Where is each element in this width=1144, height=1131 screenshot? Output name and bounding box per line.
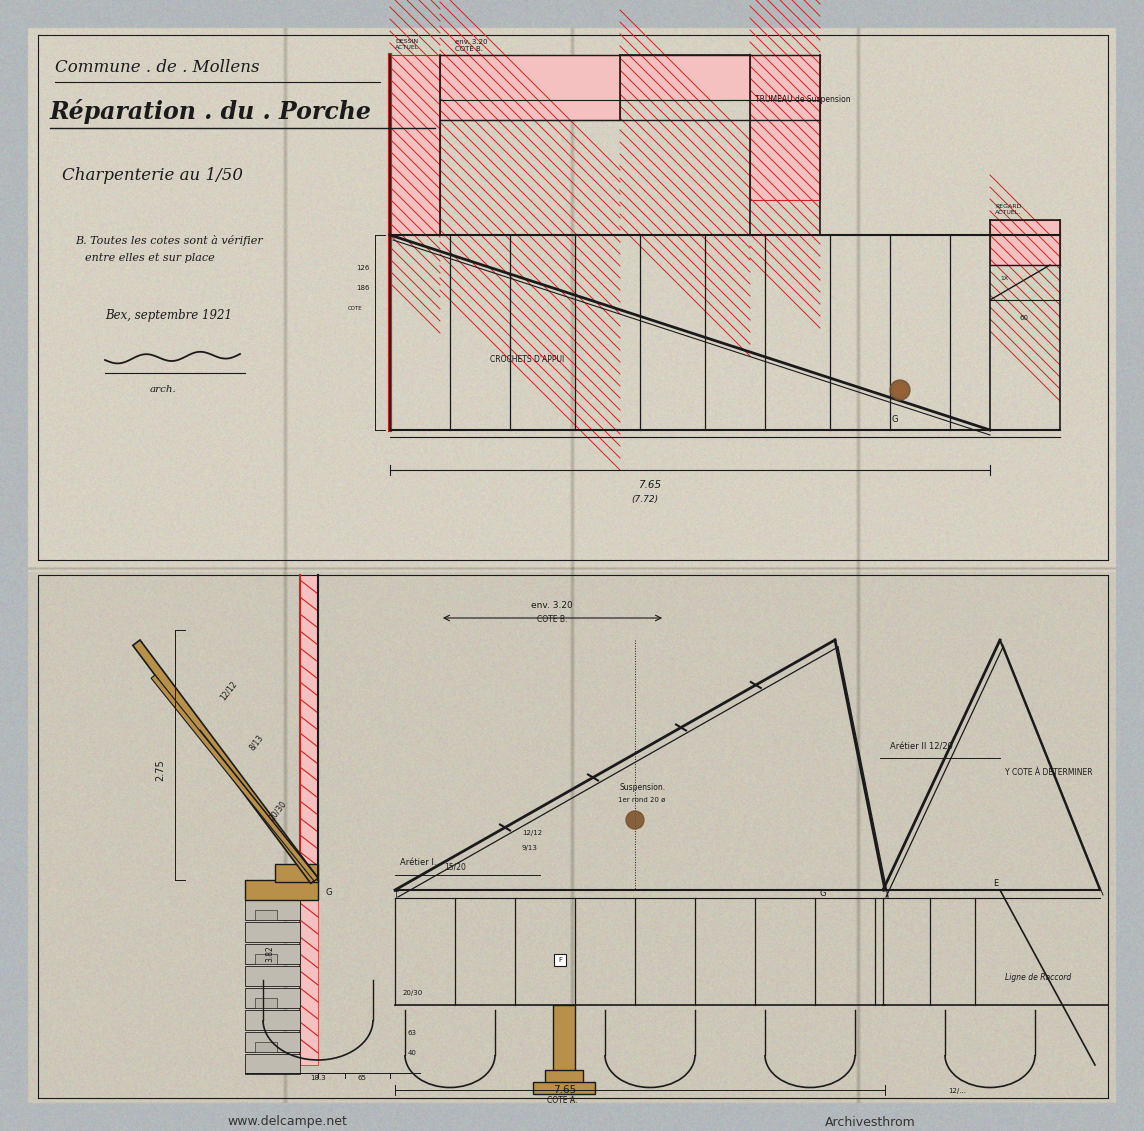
Text: Ligne de Raccord: Ligne de Raccord bbox=[1004, 973, 1071, 982]
Text: 7.65: 7.65 bbox=[554, 1085, 577, 1095]
Bar bbox=[245, 1031, 300, 1052]
Text: 8/13: 8/13 bbox=[248, 733, 265, 752]
Text: (7.72): (7.72) bbox=[631, 495, 659, 504]
Text: env. 3.20: env. 3.20 bbox=[531, 601, 573, 610]
Text: Charpenterie au 1/50: Charpenterie au 1/50 bbox=[62, 166, 243, 183]
Text: COTE A.: COTE A. bbox=[547, 1096, 578, 1105]
Text: 18.3: 18.3 bbox=[310, 1074, 326, 1081]
Text: G: G bbox=[820, 889, 826, 898]
Text: TRUMEAU de Suspension: TRUMEAU de Suspension bbox=[755, 95, 851, 104]
Text: 60: 60 bbox=[1020, 316, 1028, 321]
Text: REGARD
ACTUEL.: REGARD ACTUEL. bbox=[995, 205, 1022, 215]
Text: Y COTE À DÉTERMINER: Y COTE À DÉTERMINER bbox=[1004, 768, 1093, 777]
Text: 7.65: 7.65 bbox=[638, 480, 661, 490]
Text: 3.82: 3.82 bbox=[265, 946, 275, 962]
Text: 12/12: 12/12 bbox=[219, 680, 238, 702]
Text: Archivesthrom: Archivesthrom bbox=[825, 1115, 915, 1129]
Text: G: G bbox=[892, 415, 898, 424]
Text: 65: 65 bbox=[358, 1074, 366, 1081]
Text: 63: 63 bbox=[408, 1030, 418, 1036]
Text: T: T bbox=[394, 890, 398, 899]
Text: 20/30: 20/30 bbox=[268, 800, 288, 822]
Bar bbox=[255, 1042, 277, 1052]
Text: env. 3.20
COTE B.: env. 3.20 COTE B. bbox=[455, 38, 487, 52]
Bar bbox=[620, 55, 750, 100]
Text: entre elles et sur place: entre elles et sur place bbox=[85, 253, 215, 264]
Bar bbox=[255, 910, 277, 920]
Text: Arétier II 12/20: Arétier II 12/20 bbox=[890, 743, 953, 752]
Text: G: G bbox=[325, 888, 332, 897]
Text: Bex, septembre 1921: Bex, septembre 1921 bbox=[105, 309, 232, 321]
Circle shape bbox=[626, 811, 644, 829]
Circle shape bbox=[890, 380, 909, 400]
Circle shape bbox=[893, 385, 906, 396]
Text: CROCHETS D'APPUI: CROCHETS D'APPUI bbox=[490, 355, 564, 364]
Text: www.delcampe.net: www.delcampe.net bbox=[227, 1115, 347, 1129]
Bar bbox=[545, 1070, 583, 1083]
Polygon shape bbox=[133, 640, 318, 883]
Bar bbox=[990, 221, 1060, 265]
Bar bbox=[245, 1054, 300, 1074]
Text: COTE: COTE bbox=[348, 307, 362, 311]
Text: 12/...: 12/... bbox=[948, 1088, 966, 1094]
Text: Réparation . du . Porche: Réparation . du . Porche bbox=[50, 100, 372, 124]
Text: 20/30: 20/30 bbox=[403, 990, 423, 996]
Text: COTE B.: COTE B. bbox=[537, 615, 567, 624]
Text: F: F bbox=[558, 957, 562, 962]
Bar bbox=[255, 955, 277, 964]
Text: 12/12: 12/12 bbox=[522, 830, 542, 836]
Bar bbox=[533, 1082, 595, 1094]
Text: Suspension.: Suspension. bbox=[620, 783, 666, 792]
Bar bbox=[275, 864, 318, 882]
Bar bbox=[245, 922, 300, 942]
Text: 9/13: 9/13 bbox=[522, 845, 538, 851]
Bar bbox=[245, 1010, 300, 1030]
Bar bbox=[255, 998, 277, 1008]
Text: Arétier I.: Arétier I. bbox=[400, 858, 437, 867]
Bar bbox=[554, 955, 566, 966]
Bar bbox=[300, 575, 318, 1065]
Bar bbox=[245, 944, 300, 964]
Text: 1er rond 20 ø: 1er rond 20 ø bbox=[618, 797, 666, 803]
Text: 126: 126 bbox=[357, 265, 370, 271]
Text: arch.: arch. bbox=[150, 386, 177, 395]
Polygon shape bbox=[151, 675, 318, 881]
Bar bbox=[245, 880, 318, 900]
Bar bbox=[390, 55, 440, 235]
Bar bbox=[553, 1005, 575, 1073]
Text: 2.75: 2.75 bbox=[154, 759, 165, 780]
Bar bbox=[750, 55, 820, 200]
Bar bbox=[245, 988, 300, 1008]
Text: 40: 40 bbox=[408, 1050, 416, 1056]
Text: E: E bbox=[993, 879, 999, 888]
Text: Commune . de . Mollens: Commune . de . Mollens bbox=[55, 60, 260, 77]
Bar bbox=[245, 966, 300, 986]
Text: B. Toutes les cotes sont à vérifier: B. Toutes les cotes sont à vérifier bbox=[76, 234, 263, 245]
Text: 15/20: 15/20 bbox=[444, 863, 466, 872]
Bar bbox=[245, 900, 300, 920]
Bar bbox=[440, 55, 620, 120]
Text: 1X: 1X bbox=[1000, 276, 1008, 280]
Text: 186: 186 bbox=[357, 285, 370, 291]
Text: DESSIN
ACTUEL: DESSIN ACTUEL bbox=[395, 40, 419, 50]
